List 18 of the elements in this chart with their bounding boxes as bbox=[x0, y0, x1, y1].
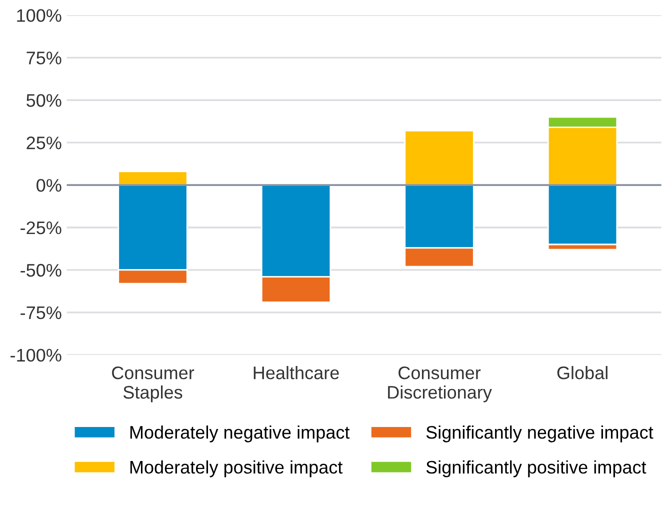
y-tick-label: 25% bbox=[26, 136, 62, 150]
legend-label: Significantly positive impact bbox=[426, 460, 646, 478]
y-tick-label: 0% bbox=[36, 178, 62, 192]
y-tick-label: -75% bbox=[20, 306, 62, 320]
legend-label: Moderately negative impact bbox=[130, 426, 350, 442]
x-tick-label: Healthcare bbox=[254, 366, 339, 380]
y-tick-label: -25% bbox=[20, 221, 62, 234]
y-tick-label: -50% bbox=[20, 264, 62, 277]
x-tick-label: Consumer Discretionary bbox=[388, 366, 492, 402]
legend-label: Significantly negative impact bbox=[426, 426, 654, 442]
y-tick-label: 100% bbox=[17, 9, 62, 22]
y-tick-label: -100% bbox=[10, 348, 62, 362]
legend-label: Moderately positive impact bbox=[130, 460, 343, 478]
x-tick-label: Global bbox=[557, 366, 608, 380]
y-tick-label: 50% bbox=[26, 94, 62, 107]
x-tick-label: Consumer Staples bbox=[112, 366, 194, 402]
y-tick-label: 75% bbox=[26, 52, 62, 64]
bar bbox=[404, 130, 474, 186]
